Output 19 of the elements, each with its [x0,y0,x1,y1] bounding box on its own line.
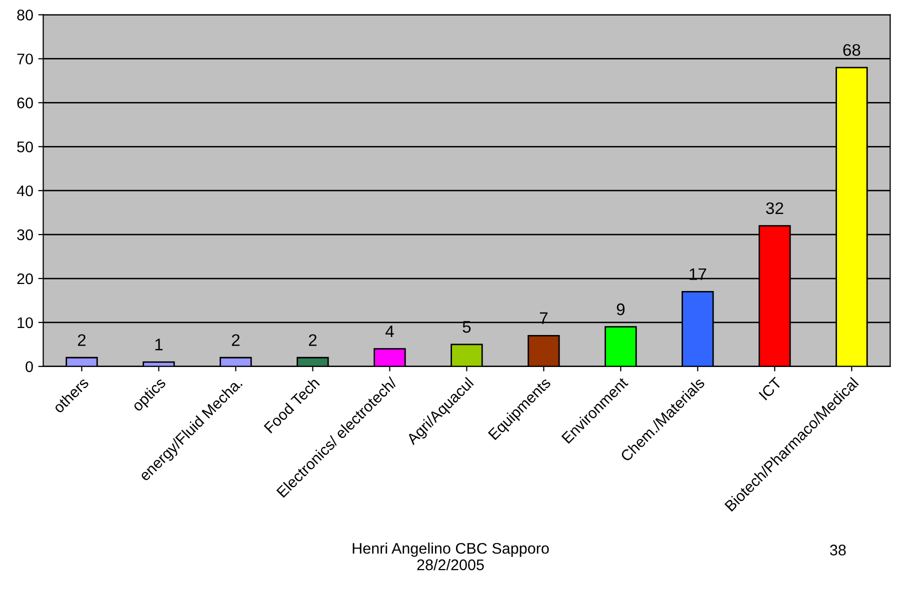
y-tick-label: 60 [17,98,33,108]
data-label: 1 [155,338,163,350]
y-tick-label: 20 [17,273,33,284]
data-label: 4 [385,326,394,338]
y-tick-label: 40 [16,185,33,196]
data-label: 2 [232,334,240,346]
y-tick-label: 10 [18,317,33,328]
y-tick-label: 70 [17,54,33,64]
y-tick-label: 50 [17,142,33,152]
y-tick-label: 0 [26,361,33,372]
text: 38 [830,544,846,556]
data-label: 2 [308,334,317,346]
data-label: 68 [843,44,860,56]
text: Henri Angelino CBC Sapporo 28/2/2005 [352,542,549,570]
y-tick-label: 30 [17,229,33,240]
data-label: 9 [616,303,625,316]
data-label: 32 [766,202,784,214]
data-label: 2 [78,334,86,346]
y-tick-label: 80 [17,10,33,20]
